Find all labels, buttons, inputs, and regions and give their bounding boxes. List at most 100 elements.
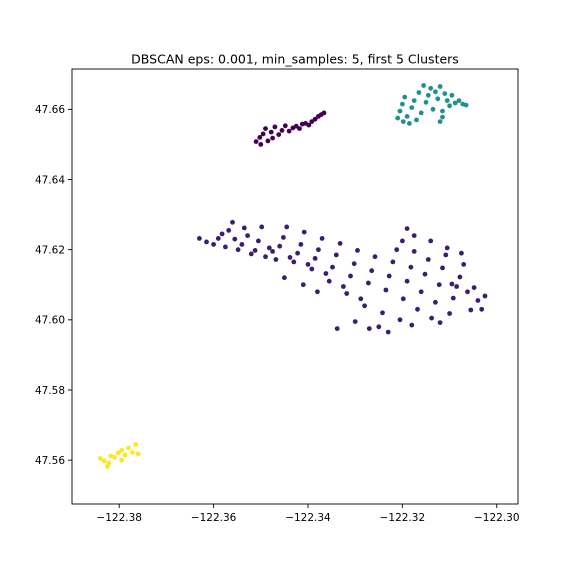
cluster-2-point — [402, 94, 408, 100]
cluster-0-point — [293, 123, 299, 129]
cluster-1-point — [252, 248, 258, 253]
cluster-1-point — [404, 278, 410, 284]
cluster-1-point — [400, 238, 405, 244]
cluster-1-point — [300, 282, 306, 288]
cluster-1-point — [383, 287, 389, 293]
cluster-1-point — [415, 306, 420, 312]
cluster-1-point — [454, 284, 459, 289]
cluster-2-point — [418, 110, 424, 116]
cluster-1-point — [482, 293, 488, 299]
cluster-1-point — [465, 289, 470, 295]
x-tick-label: −122.30 — [474, 512, 520, 524]
cluster-3-point — [119, 447, 124, 453]
cluster-2-point — [423, 99, 429, 105]
cluster-0-point — [286, 128, 292, 134]
cluster-2-point — [414, 117, 419, 123]
cluster-1-point — [447, 311, 452, 316]
cluster-1-point — [337, 241, 343, 246]
y-tick-label: 47.66 — [35, 104, 65, 116]
cluster-2-point — [449, 92, 455, 98]
cluster-1-point — [418, 289, 424, 295]
cluster-2-point — [444, 98, 450, 103]
x-tick-label: −122.36 — [191, 512, 237, 524]
cluster-0-point — [276, 132, 282, 138]
cluster-1-point — [273, 257, 279, 262]
cluster-1-point — [211, 242, 217, 247]
cluster-3-point — [97, 456, 103, 461]
cluster-1-point — [362, 303, 367, 309]
cluster-1-point — [440, 265, 445, 271]
y-axis: 47.56 47.58 47.60 47.62 47.64 47.66 — [35, 104, 72, 467]
cluster-1-point — [282, 275, 287, 281]
cluster-1-point — [450, 295, 456, 301]
x-axis: −122.38 −122.36 −122.34 −122.32 −122.30 — [96, 504, 520, 524]
cluster-1-point — [386, 273, 392, 279]
cluster-3-point — [108, 453, 114, 459]
cluster-1-point — [287, 255, 293, 260]
cluster-1-point — [433, 299, 438, 305]
cluster-2-point — [395, 115, 401, 121]
cluster-1-point — [301, 229, 307, 235]
cluster-0-point — [260, 131, 266, 137]
cluster-2-point — [456, 98, 462, 103]
cluster-2-point — [407, 121, 412, 126]
cluster-2-point — [447, 103, 452, 109]
cluster-2-point — [409, 105, 415, 110]
cluster-3-series — [97, 442, 141, 469]
cluster-0-point — [257, 135, 263, 140]
y-tick-label: 47.56 — [35, 455, 65, 467]
cluster-1-point — [232, 236, 238, 242]
cluster-0-point — [306, 122, 312, 128]
cluster-1-point — [239, 242, 245, 247]
cluster-2-point — [400, 119, 406, 124]
cluster-1-point — [385, 329, 391, 335]
cluster-3-point — [133, 442, 139, 447]
cluster-2-point — [433, 89, 438, 95]
cluster-1-point — [372, 254, 378, 260]
cluster-1-point — [204, 239, 209, 245]
cluster-1-point — [326, 278, 332, 284]
plot-frame — [71, 68, 519, 505]
x-tick-label: −122.32 — [380, 512, 426, 524]
cluster-2-point — [440, 108, 445, 114]
cluster-3-point — [115, 450, 121, 456]
cluster-1-point — [341, 284, 346, 289]
cluster-1-point — [323, 271, 329, 276]
cluster-1-point — [459, 250, 464, 256]
cluster-1-point — [411, 249, 417, 254]
y-tick-label: 47.58 — [35, 385, 65, 397]
cluster-0-point — [268, 129, 274, 135]
cluster-1-point — [425, 257, 431, 262]
cluster-1-point — [457, 274, 463, 280]
cluster-1-point — [376, 324, 382, 330]
cluster-1-point — [348, 273, 353, 279]
cluster-1-point — [394, 247, 400, 253]
cluster-0-point — [312, 116, 318, 122]
cluster-1-point — [437, 320, 443, 325]
cluster-0-point — [321, 110, 327, 116]
cluster-0-point — [282, 123, 288, 129]
cluster-1-point — [366, 326, 372, 331]
cluster-1-point — [241, 225, 247, 231]
cluster-1-point — [461, 262, 467, 267]
cluster-2-point — [400, 101, 405, 107]
cluster-1-point — [223, 244, 228, 250]
cluster-0-point — [279, 127, 285, 133]
cluster-2-point — [425, 92, 431, 98]
cluster-1-point — [404, 226, 410, 232]
cluster-1-point — [309, 266, 315, 272]
cluster-0-point — [265, 138, 271, 144]
cluster-1-point — [409, 322, 415, 328]
cluster-1-point — [277, 243, 283, 249]
cluster-2-point — [421, 83, 426, 88]
cluster-0-point — [253, 139, 259, 145]
cluster-0-point — [263, 126, 268, 131]
cluster-1-point — [284, 224, 290, 230]
cluster-3-point — [106, 460, 112, 466]
cluster-2-series — [395, 83, 469, 126]
cluster-3-point — [119, 457, 124, 463]
cluster-0-series — [253, 110, 327, 147]
cluster-3-point — [130, 450, 135, 455]
cluster-2-point — [397, 108, 403, 114]
